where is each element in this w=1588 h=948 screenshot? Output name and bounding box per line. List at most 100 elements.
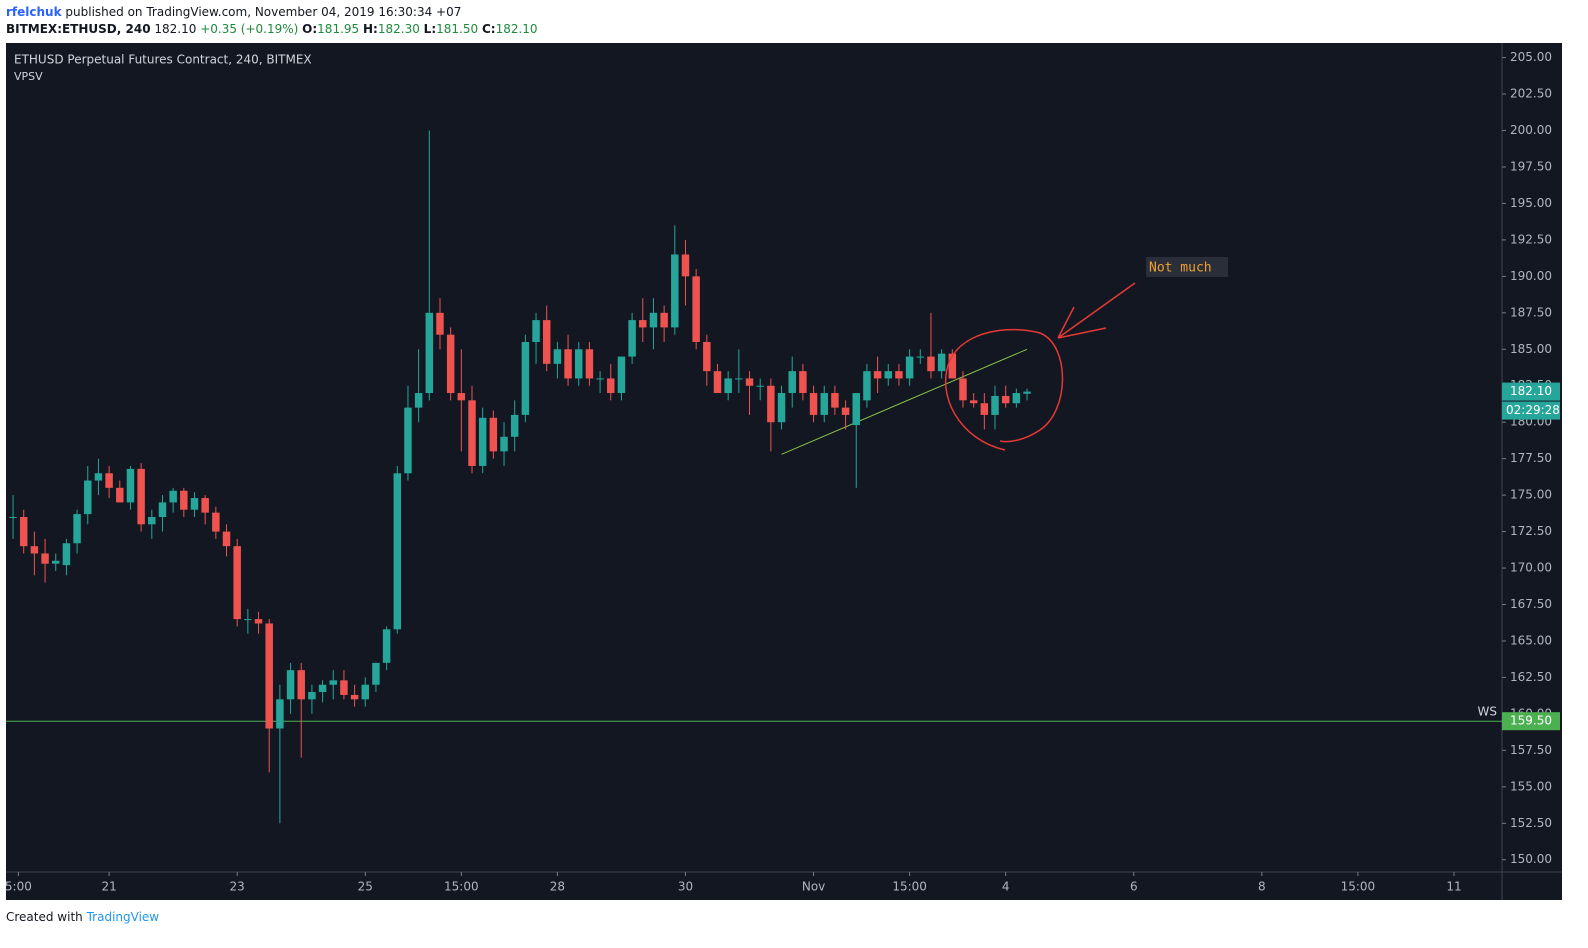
candle-body [478,417,487,466]
y-tick-label: 185.00 [1510,342,1552,356]
level-badge-label: 159.50 [1510,714,1552,728]
candle-body [692,276,700,342]
brand[interactable]: TradingView [86,910,160,924]
annotation-box [1146,257,1228,277]
candle-body [340,680,348,695]
y-tick-label: 195.00 [1510,196,1552,210]
candle-body [105,473,113,488]
y-tick-label: 165.00 [1510,633,1552,647]
symbol: BITMEX:ETHUSD, 240 [6,22,151,36]
candle-body [84,480,92,515]
chart: 150.00152.50155.00157.50160.00162.50165.… [5,43,1562,900]
candle-body [94,473,103,481]
candle-body [575,349,583,379]
candle-body [1001,395,1010,404]
annotation-arrow [1057,282,1136,339]
header: rfelchuk published on TradingView.com, N… [6,4,538,38]
candle-body [414,393,423,408]
y-tick-label: 177.50 [1510,451,1552,465]
x-tick-label: Nov [802,880,825,894]
c: 182.10 [495,22,538,36]
candle-body [745,378,754,386]
candle-body [927,356,935,372]
footer: Created with TradingView [6,910,159,924]
candle-body [500,436,508,452]
candle-body [863,371,871,401]
candle-body [169,490,177,503]
l-label: L: [423,22,437,36]
y-tick-label: 152.50 [1510,816,1552,830]
candle-body [41,553,49,564]
candle-body [30,546,39,554]
o: 181.95 [317,22,360,36]
candle-body [532,320,540,342]
change: +0.35 (+0.19%) [200,22,299,36]
candle-body [148,517,156,525]
candle-body [756,385,764,387]
candle-body [809,393,818,415]
candle-body [372,662,380,685]
candle-body [137,468,145,525]
x-tick-label: 5:00 [5,880,32,894]
x-tick-label: 4 [1002,880,1010,894]
candle-body [62,543,71,566]
candle-body [425,312,434,394]
candle-body [671,254,679,328]
l: 181.50 [436,22,479,36]
candle-body [895,371,903,379]
candle-body [308,692,316,700]
candle-body [457,393,466,401]
candle-body [1023,391,1031,394]
trend-line [781,348,1028,455]
chart-title: ETHUSD Perpetual Futures Contract, 240, … [14,53,312,67]
annotation-circle [944,328,1064,451]
candle-body [767,385,775,423]
candle-body [19,517,28,547]
candle-body [873,371,882,379]
candle-body [265,623,273,729]
o-label: O: [302,22,318,36]
candle-body [542,320,551,364]
candle-body [158,502,167,518]
x-tick-label: 15:00 [1341,880,1376,894]
candle-body [318,684,327,693]
candle-body [350,694,359,700]
grid-layer: 150.00152.50155.00157.50160.00162.50165.… [5,50,1552,893]
candle-body [831,393,839,408]
header-line-2: BITMEX:ETHUSD, 240 182.10 +0.35 (+0.19%)… [6,21,538,38]
candle-body [286,670,295,700]
y-tick-label: 192.50 [1510,232,1552,246]
candle-body [9,517,17,519]
candle-body [404,407,412,474]
candle-body [126,468,135,503]
y-tick-label: 187.50 [1510,305,1552,319]
candle-body [297,670,305,700]
x-tick-label: 25 [358,880,373,894]
candle-body [276,699,284,729]
candle-body [222,531,231,547]
y-tick-label: 167.50 [1510,597,1552,611]
x-tick-label: 15:00 [444,880,479,894]
candle-body [201,498,209,513]
candle-body [820,393,828,415]
candle-body [52,560,60,564]
x-tick-label: 30 [678,880,693,894]
x-tick-label: 28 [550,880,565,894]
candle-body [777,393,786,423]
y-tick-label: 162.50 [1510,670,1552,684]
h-label: H: [363,22,378,36]
last: 182.10 [154,22,197,36]
candle-body [948,353,957,379]
y-tick-label: 155.00 [1510,779,1552,793]
candle-body [660,312,668,328]
candle-body [991,395,999,415]
candle-body [489,417,498,452]
y-tick-label: 150.00 [1510,852,1552,866]
y-tick-label: 170.00 [1510,561,1552,575]
candle-body [190,498,199,510]
candle-body [617,356,626,394]
user[interactable]: rfelchuk [6,5,62,19]
candle-body [73,514,81,544]
candle-body [959,378,967,401]
